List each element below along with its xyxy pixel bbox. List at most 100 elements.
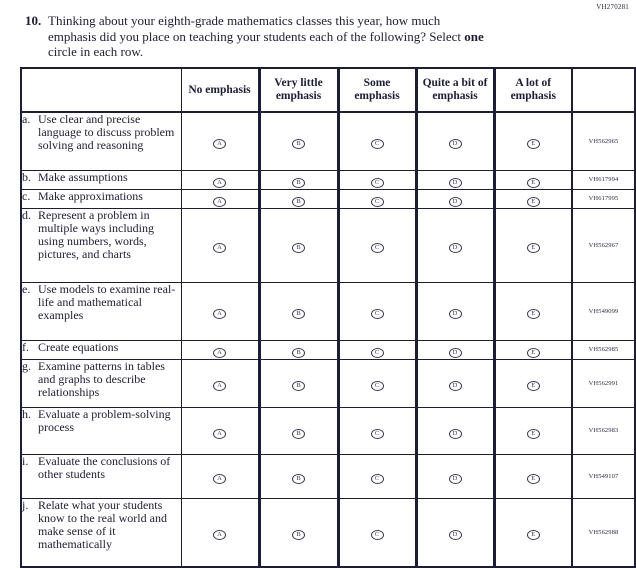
row-label-cell: c. Make approximations bbox=[20, 188, 182, 209]
answer-bubble-e[interactable]: E bbox=[526, 139, 540, 150]
table-row: a. Use clear and precise language to disc… bbox=[20, 111, 636, 171]
answer-bubble-e[interactable]: E bbox=[526, 243, 540, 253]
option-cell: A bbox=[180, 111, 261, 171]
answer-bubble-c[interactable]: C bbox=[370, 177, 384, 188]
option-cell: A bbox=[180, 207, 261, 283]
option-cell: C bbox=[336, 111, 418, 171]
option-cell: D bbox=[414, 406, 496, 455]
row-label: Use models to examine real-life and math… bbox=[38, 281, 176, 322]
option-cell: C bbox=[336, 281, 418, 341]
option-cell: C bbox=[336, 169, 418, 190]
option-cell: A bbox=[180, 358, 261, 408]
option-cell: C bbox=[336, 453, 418, 499]
form-code: VH270281 bbox=[596, 3, 629, 11]
row-letter: h. bbox=[22, 406, 31, 421]
answer-bubble-d[interactable]: D bbox=[448, 139, 462, 150]
vh-code: VH562967 bbox=[571, 207, 636, 283]
option-cell: A bbox=[180, 281, 261, 341]
answer-bubble-c[interactable]: C bbox=[370, 196, 384, 207]
answer-bubble-b[interactable]: B bbox=[292, 139, 305, 150]
answer-bubble-d[interactable]: D bbox=[448, 474, 462, 484]
answer-bubble-c[interactable]: C bbox=[370, 428, 384, 439]
answer-bubble-b[interactable]: B bbox=[292, 428, 305, 439]
question-block: 10. Thinking about your eighth-grade mat… bbox=[25, 13, 484, 60]
option-cell: C bbox=[336, 497, 418, 568]
option-cell: B bbox=[257, 339, 340, 360]
answer-bubble-e[interactable]: E bbox=[526, 347, 540, 358]
row-label-cell: d. Represent a problem in multiple ways i… bbox=[20, 207, 182, 283]
answer-bubble-a[interactable]: A bbox=[213, 474, 226, 484]
answer-bubble-d[interactable]: D bbox=[448, 196, 462, 207]
table-row: i. Evaluate the conclusions of other stud… bbox=[20, 453, 636, 499]
answer-bubble-b[interactable]: B bbox=[292, 309, 305, 319]
answer-bubble-d[interactable]: D bbox=[448, 381, 462, 391]
answer-bubble-a[interactable]: A bbox=[213, 196, 226, 207]
answer-bubble-e[interactable]: E bbox=[526, 309, 540, 319]
answer-bubble-e[interactable]: E bbox=[526, 428, 540, 439]
answer-bubble-a[interactable]: A bbox=[213, 530, 226, 541]
answer-bubble-b[interactable]: B bbox=[292, 474, 305, 484]
answer-bubble-c[interactable]: C bbox=[370, 530, 384, 541]
row-label-cell: i. Evaluate the conclusions of other stud… bbox=[20, 453, 182, 499]
table-body: a. Use clear and precise language to disc… bbox=[20, 111, 636, 568]
row-letter: i. bbox=[22, 453, 29, 468]
answer-bubble-b[interactable]: B bbox=[292, 177, 305, 188]
vh-code: VH562965 bbox=[571, 111, 636, 171]
table-row: h. Evaluate a problem-solving process A B C D… bbox=[20, 406, 636, 455]
answer-bubble-e[interactable]: E bbox=[526, 530, 540, 541]
option-cell: C bbox=[336, 339, 418, 360]
answer-bubble-a[interactable]: A bbox=[213, 309, 226, 319]
row-letter: d. bbox=[22, 207, 31, 222]
row-label-cell: e. Use models to examine real-life and ma… bbox=[20, 281, 182, 341]
vh-code: VH617994 bbox=[571, 169, 636, 190]
option-cell: E bbox=[492, 188, 573, 209]
option-cell: C bbox=[336, 406, 418, 455]
question-number: 10. bbox=[25, 13, 42, 28]
option-cell: D bbox=[414, 453, 496, 499]
answer-bubble-d[interactable]: D bbox=[448, 243, 462, 253]
vh-code: VH562985 bbox=[571, 339, 636, 360]
answer-bubble-b[interactable]: B bbox=[292, 196, 305, 207]
answer-bubble-b[interactable]: B bbox=[292, 243, 305, 253]
table-row: j. Relate what your students know to the … bbox=[20, 497, 636, 568]
answer-bubble-a[interactable]: A bbox=[213, 347, 226, 358]
answer-bubble-d[interactable]: D bbox=[448, 530, 462, 541]
answer-bubble-e[interactable]: E bbox=[526, 177, 540, 188]
answer-bubble-b[interactable]: B bbox=[292, 347, 305, 358]
answer-bubble-c[interactable]: C bbox=[370, 309, 384, 319]
option-cell: D bbox=[414, 497, 496, 568]
answer-bubble-d[interactable]: D bbox=[448, 177, 462, 188]
row-label: Use clear and precise language to discus… bbox=[38, 112, 175, 152]
answer-bubble-b[interactable]: B bbox=[292, 381, 305, 391]
answer-bubble-a[interactable]: A bbox=[213, 428, 226, 439]
answer-bubble-e[interactable]: E bbox=[526, 381, 540, 391]
answer-bubble-a[interactable]: A bbox=[213, 381, 226, 391]
answer-bubble-d[interactable]: D bbox=[448, 309, 462, 319]
answer-bubble-d[interactable]: D bbox=[448, 428, 462, 439]
answer-bubble-c[interactable]: C bbox=[370, 474, 384, 484]
column-header-some-emphasis: Some emphasis bbox=[336, 67, 418, 113]
option-cell: A bbox=[180, 406, 261, 455]
answer-bubble-a[interactable]: A bbox=[213, 139, 226, 150]
option-cell: B bbox=[257, 111, 340, 171]
answer-bubble-c[interactable]: C bbox=[370, 139, 384, 150]
option-cell: A bbox=[180, 188, 261, 209]
row-label-cell: b. Make assumptions bbox=[20, 169, 182, 190]
option-cell: B bbox=[257, 453, 340, 499]
table-row: f. Create equations A B C D E VH562985 bbox=[20, 339, 636, 360]
option-cell: B bbox=[257, 188, 340, 209]
answer-bubble-e[interactable]: E bbox=[526, 474, 540, 484]
answer-bubble-a[interactable]: A bbox=[213, 177, 226, 188]
answer-bubble-d[interactable]: D bbox=[448, 347, 462, 358]
row-label-cell: f. Create equations bbox=[20, 339, 182, 360]
answer-bubble-c[interactable]: C bbox=[370, 381, 384, 391]
answer-bubble-b[interactable]: B bbox=[292, 530, 305, 541]
answer-bubble-c[interactable]: C bbox=[370, 243, 384, 253]
answer-bubble-a[interactable]: A bbox=[213, 243, 226, 253]
column-header-a-lot-of-emphasis: A lot of emphasis bbox=[492, 67, 573, 113]
option-cell: D bbox=[414, 188, 496, 209]
vh-code: VH549107 bbox=[571, 453, 636, 499]
answer-bubble-e[interactable]: E bbox=[526, 196, 540, 207]
answer-bubble-c[interactable]: C bbox=[370, 347, 384, 358]
option-cell: A bbox=[180, 169, 261, 190]
